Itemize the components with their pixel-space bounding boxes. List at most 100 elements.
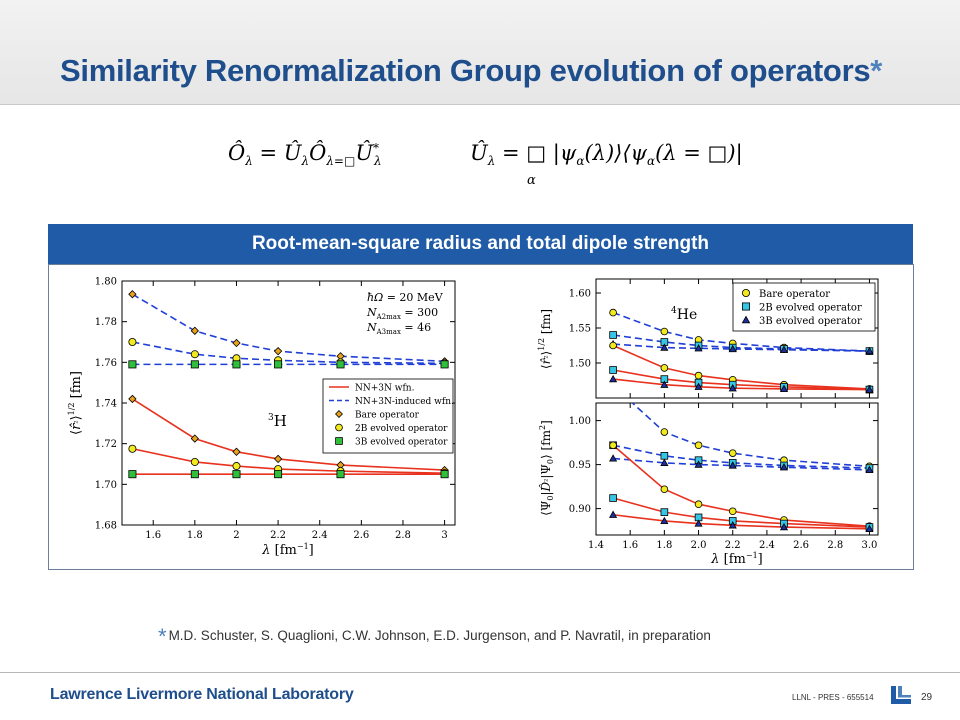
data-point-circle	[694, 500, 703, 508]
y-tick-label: 1.68	[95, 521, 117, 532]
data-point-diamond	[273, 346, 283, 356]
chart-3h-radius: 1.6 1.8 2 2.2 2.4 2.6 2.8 3 1.68 1.70 1.72 1.74 1.76…	[67, 277, 456, 558]
data-point-triangle	[865, 385, 874, 393]
data-point-triangle	[694, 382, 703, 390]
data-point-circle	[660, 327, 669, 336]
data-point-circle	[190, 457, 199, 466]
data-point-circle	[660, 428, 669, 436]
legend-marker	[741, 302, 750, 311]
series-line-red-diamond	[131, 398, 445, 471]
data-point-triangle	[694, 519, 703, 527]
series-line-red-circle	[132, 447, 445, 474]
data-point-square	[128, 360, 137, 369]
y-tick-label: 1.60	[569, 289, 591, 300]
data-point-circle	[660, 364, 669, 372]
x-tick-label: 2	[233, 530, 239, 541]
data-point-triangle	[728, 383, 737, 392]
slide-title-text: Similarity Renormalization Group evoluti…	[60, 53, 871, 88]
x-tick-label: 2.4	[759, 540, 775, 551]
llnl-logo-icon	[891, 686, 911, 704]
data-point-triangle	[660, 516, 669, 525]
legend-marker	[335, 437, 343, 445]
data-point-triangle	[694, 344, 703, 352]
y-axis-label: ⟨r̂²⟩1/2 [fm]	[537, 309, 553, 369]
legend-label: Bare operator	[355, 411, 420, 421]
footer-lab-name: Lawrence Livermore National Laboratory	[50, 686, 354, 703]
x-tick-label: 1.6	[622, 540, 638, 551]
y-tick-label: 1.70	[95, 480, 117, 491]
series-line-blue-triangle	[613, 343, 870, 352]
data-point-circle	[128, 338, 137, 347]
y-tick-label: 1.78	[95, 317, 117, 328]
data-point-triangle	[660, 380, 669, 388]
y-tick-label: 1.76	[95, 358, 117, 369]
x-tick-label: 1.6	[145, 530, 161, 541]
series-line-red-square	[612, 369, 870, 391]
legend-label: NN+3N-induced wfn.	[355, 397, 454, 407]
data-point-triangle	[865, 524, 874, 532]
data-point-diamond	[232, 447, 241, 456]
footer-document-code: LLNL - PRES - 655514	[792, 693, 874, 702]
data-point-circle	[190, 350, 199, 359]
y-tick-label: 1.72	[95, 439, 117, 450]
chart-4he-radius: 1.50 1.55 1.60 ⟨r̂²⟩1/2 [fm] 4He Bare operato…	[537, 278, 879, 399]
x-tick-label: 1.8	[656, 540, 672, 551]
legend-label: 2B evolved operator	[355, 424, 448, 434]
slide-title: Similarity Renormalization Group evoluti…	[60, 53, 882, 89]
legend-label: Bare operator	[759, 289, 830, 300]
data-point-triangle	[865, 465, 874, 473]
series-line-blue-diamond	[132, 293, 445, 363]
plot-frame	[595, 402, 879, 536]
nucleus-label-3h: 3H	[268, 412, 287, 430]
data-point-diamond	[273, 454, 283, 464]
legend-box	[732, 282, 876, 332]
data-point-triangle	[609, 374, 618, 383]
legend-label: NN+3N wfn.	[355, 384, 415, 394]
data-point-circle	[660, 485, 669, 494]
y-tick-label: 1.50	[569, 359, 591, 370]
data-point-triangle	[660, 343, 669, 351]
data-point-triangle	[728, 521, 737, 529]
y-tick-label: 1.74	[95, 399, 117, 410]
x-tick-label: 2.2	[270, 530, 286, 541]
data-point-circle	[128, 444, 137, 453]
data-point-circle	[609, 341, 617, 350]
series-line-red-triangle	[613, 378, 870, 391]
series-line-red-square	[612, 497, 870, 528]
data-point-square	[128, 470, 137, 479]
data-point-triangle	[694, 460, 703, 468]
data-point-triangle	[728, 344, 737, 353]
y-tick-label: 1.80	[95, 277, 117, 288]
legend-label: 2B evolved operator	[759, 303, 862, 314]
param-na2max: NA2max = 300	[366, 306, 438, 321]
title-band	[0, 0, 960, 105]
title-star: *	[870, 53, 883, 88]
x-tick-label: 2.4	[312, 530, 328, 541]
legend-marker	[335, 423, 343, 432]
data-point-circle	[728, 449, 737, 457]
page-number: 29	[921, 692, 933, 703]
y-axis-label: ⟨r̂²⟩1/2 [fm]	[67, 371, 84, 435]
data-point-triangle	[609, 510, 618, 518]
data-point-square	[440, 360, 449, 369]
x-tick-label: 3	[441, 530, 447, 541]
footer-divider	[0, 672, 960, 673]
data-point-triangle	[779, 522, 789, 531]
y-tick-label: 1.00	[569, 416, 591, 427]
data-point-square	[660, 508, 669, 516]
x-tick-label: 2.2	[725, 540, 741, 551]
x-axis-label: λ [fm−1]	[710, 551, 762, 565]
data-point-diamond	[128, 290, 137, 299]
data-point-triangle	[779, 463, 789, 471]
y-axis-label: ⟨Ψ0|D̂²|Ψ0⟩ [fm2]	[538, 420, 555, 516]
reference: * M.D. Schuster, S. Quaglioni, C.W. Johns…	[158, 620, 711, 649]
data-point-square	[274, 360, 283, 369]
data-point-circle	[232, 462, 241, 471]
data-point-diamond	[190, 326, 200, 335]
x-tick-label: 2.8	[827, 540, 843, 551]
equation-unitary-transform: Ûλ = □ |ψα(λ)⟩⟨ψα(λ = □)|	[470, 141, 743, 169]
x-tick-label: 1.4	[588, 540, 604, 551]
y-tick-label: 0.95	[569, 460, 591, 471]
series-line-blue-circle	[631, 403, 870, 468]
data-point-square	[190, 360, 199, 369]
